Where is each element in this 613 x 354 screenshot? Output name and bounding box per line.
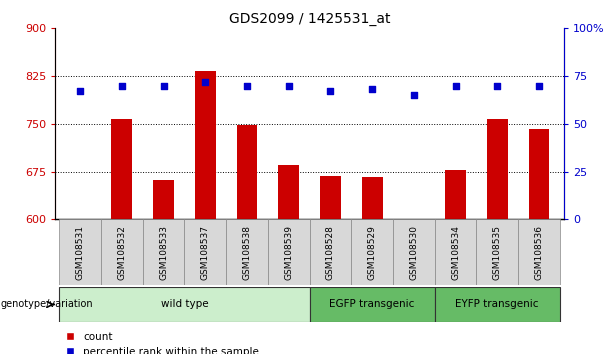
Bar — [476, 219, 518, 285]
Text: GSM108532: GSM108532 — [118, 225, 126, 280]
Bar — [445, 170, 466, 219]
Point — [75, 88, 85, 94]
Bar — [278, 165, 299, 219]
Text: EYFP transgenic: EYFP transgenic — [455, 299, 539, 309]
Point — [284, 83, 294, 88]
Bar — [362, 177, 383, 219]
Bar — [101, 219, 143, 285]
Bar — [487, 119, 508, 219]
Bar — [226, 219, 268, 285]
Point — [409, 92, 419, 98]
Bar — [59, 219, 101, 285]
Text: EGFP transgenic: EGFP transgenic — [329, 299, 415, 309]
Point — [492, 83, 502, 88]
Bar — [195, 71, 216, 219]
Bar — [320, 176, 341, 219]
Text: GSM108539: GSM108539 — [284, 225, 293, 280]
Bar — [435, 287, 560, 322]
Bar — [268, 219, 310, 285]
Text: GSM108530: GSM108530 — [409, 225, 418, 280]
Bar — [59, 287, 310, 322]
Text: GSM108537: GSM108537 — [201, 225, 210, 280]
Bar — [518, 219, 560, 285]
Bar — [112, 119, 132, 219]
Text: GSM108529: GSM108529 — [368, 225, 376, 280]
Text: GSM108531: GSM108531 — [75, 225, 85, 280]
Bar — [393, 219, 435, 285]
Point — [159, 83, 169, 88]
Legend: count, percentile rank within the sample: count, percentile rank within the sample — [60, 327, 264, 354]
Point — [534, 83, 544, 88]
Point — [367, 87, 377, 92]
Text: genotype/variation: genotype/variation — [1, 299, 93, 309]
Text: GSM108533: GSM108533 — [159, 225, 168, 280]
Bar — [310, 287, 435, 322]
Bar — [528, 129, 549, 219]
Title: GDS2099 / 1425531_at: GDS2099 / 1425531_at — [229, 12, 390, 26]
Text: GSM108535: GSM108535 — [493, 225, 501, 280]
Point — [242, 83, 252, 88]
Text: GSM108528: GSM108528 — [326, 225, 335, 280]
Text: GSM108536: GSM108536 — [535, 225, 544, 280]
Bar — [185, 219, 226, 285]
Bar — [237, 125, 257, 219]
Text: GSM108534: GSM108534 — [451, 225, 460, 280]
Bar — [143, 219, 185, 285]
Point — [200, 79, 210, 85]
Point — [326, 88, 335, 94]
Bar — [435, 219, 476, 285]
Point — [451, 83, 460, 88]
Point — [117, 83, 127, 88]
Text: wild type: wild type — [161, 299, 208, 309]
Bar — [310, 219, 351, 285]
Bar — [153, 180, 174, 219]
Text: GSM108538: GSM108538 — [243, 225, 251, 280]
Bar — [351, 219, 393, 285]
